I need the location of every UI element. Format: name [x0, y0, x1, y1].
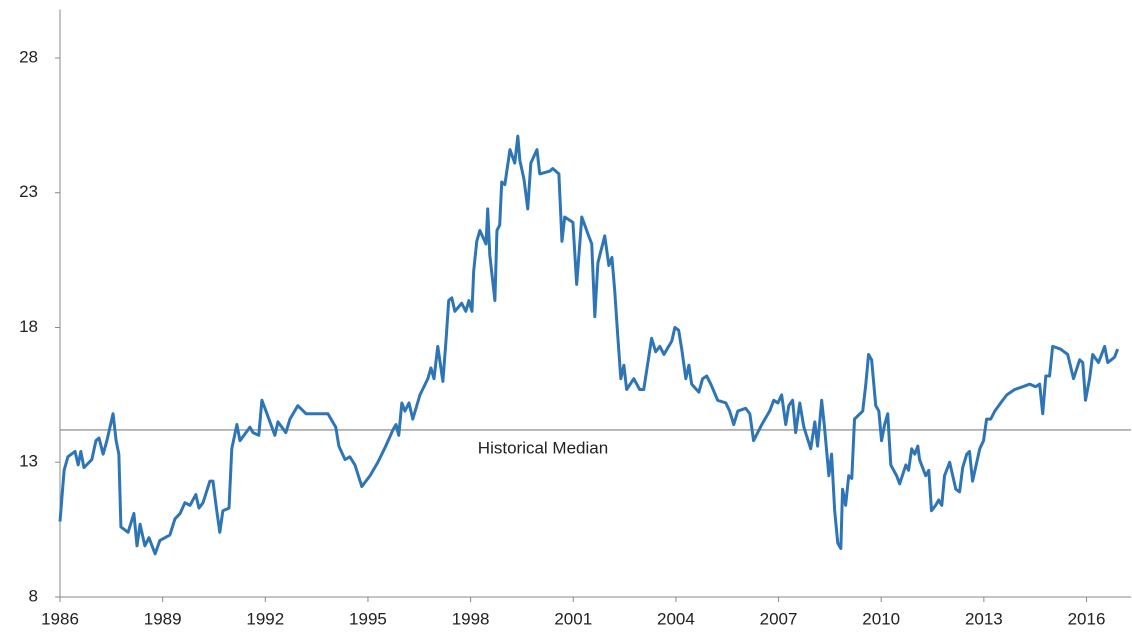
x-tick-label: 1998: [452, 609, 490, 628]
y-tick-label: 18: [19, 317, 38, 336]
x-tick-label: 2004: [657, 609, 695, 628]
x-tick-label: 1992: [246, 609, 284, 628]
y-tick-label: 23: [19, 182, 38, 201]
median-label: Historical Median: [478, 438, 608, 457]
y-tick-label: 8: [29, 586, 38, 605]
y-tick-label: 13: [19, 452, 38, 471]
x-tick-label: 1986: [41, 609, 79, 628]
x-tick-label: 2007: [760, 609, 798, 628]
x-tick-label: 2001: [554, 609, 592, 628]
y-tick-label: 28: [19, 47, 38, 66]
x-tick-label: 1989: [144, 609, 182, 628]
data-line: [58, 134, 1120, 556]
x-tick-label: 1995: [349, 609, 387, 628]
x-tick-label: 2013: [965, 609, 1003, 628]
x-tick-label: 2010: [862, 609, 900, 628]
x-tick-label: 2016: [1068, 609, 1106, 628]
